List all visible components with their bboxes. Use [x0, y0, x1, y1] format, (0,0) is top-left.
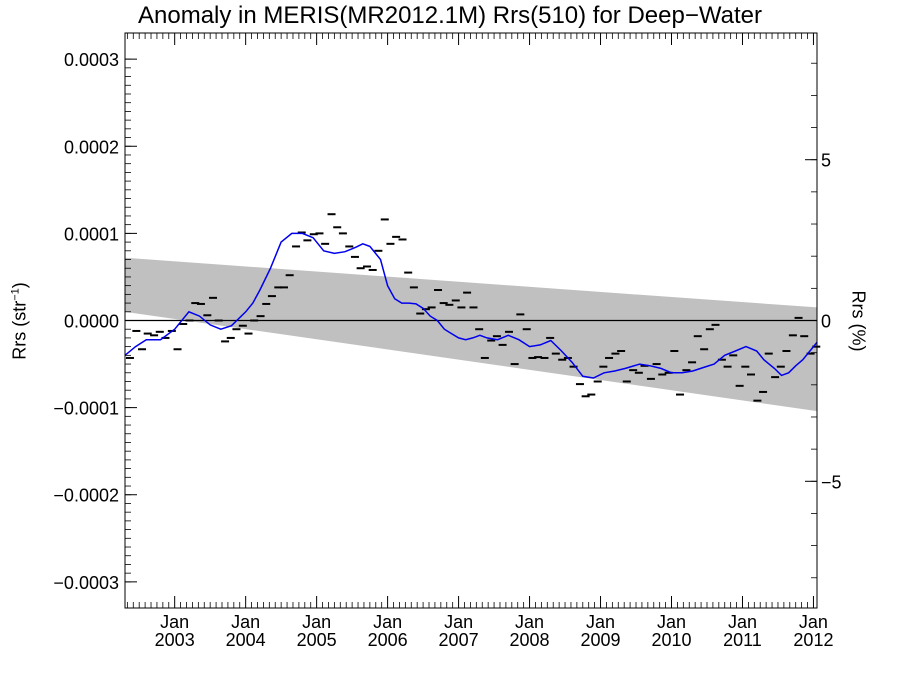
x-tick-label-year: 2012 [793, 630, 833, 650]
x-tick-label-month: Jan [302, 612, 331, 632]
x-tick-label-year: 2007 [439, 630, 479, 650]
y2-tick-label: 0 [821, 312, 831, 332]
y-tick-label: 0.0001 [64, 224, 119, 244]
x-tick-label-month: Jan [515, 612, 544, 632]
x-tick-label-year: 2008 [510, 630, 550, 650]
y-tick-label: −0.0001 [53, 399, 119, 419]
y-tick-label: 0.0002 [64, 137, 119, 157]
x-tick-label-month: Jan [728, 612, 757, 632]
x-tick-label-year: 2011 [723, 630, 762, 650]
chart-title: Anomaly in MERIS(MR2012.1M) Rrs(510) for… [138, 2, 762, 29]
smoothed-series-line [124, 232, 818, 379]
x-tick-label-month: Jan [160, 612, 189, 632]
x-tick-label-year: 2006 [368, 630, 408, 650]
x-tick-label-year: 2005 [297, 630, 337, 650]
x-tick-label-year: 2009 [581, 630, 621, 650]
y2-tick-label: 5 [821, 151, 831, 171]
y-tick-label: −0.0003 [53, 573, 119, 593]
y-tick-label: 0.0000 [64, 312, 119, 332]
x-tick-label-month: Jan [657, 612, 686, 632]
x-tick-label-month: Jan [444, 612, 473, 632]
x-tick-label-year: 2003 [155, 630, 195, 650]
x-tick-label-month: Jan [373, 612, 402, 632]
y-tick-label: 0.0003 [64, 50, 119, 70]
y-tick-label: −0.0002 [53, 486, 119, 506]
x-tick-label-month: Jan [586, 612, 615, 632]
x-tick-label-month: Jan [799, 612, 828, 632]
x-tick-label-month: Jan [231, 612, 260, 632]
x-tick-label-year: 2010 [651, 630, 691, 650]
trend-band [125, 257, 817, 412]
x-tick-label-year: 2004 [226, 630, 266, 650]
y2-tick-label: −5 [821, 472, 842, 492]
